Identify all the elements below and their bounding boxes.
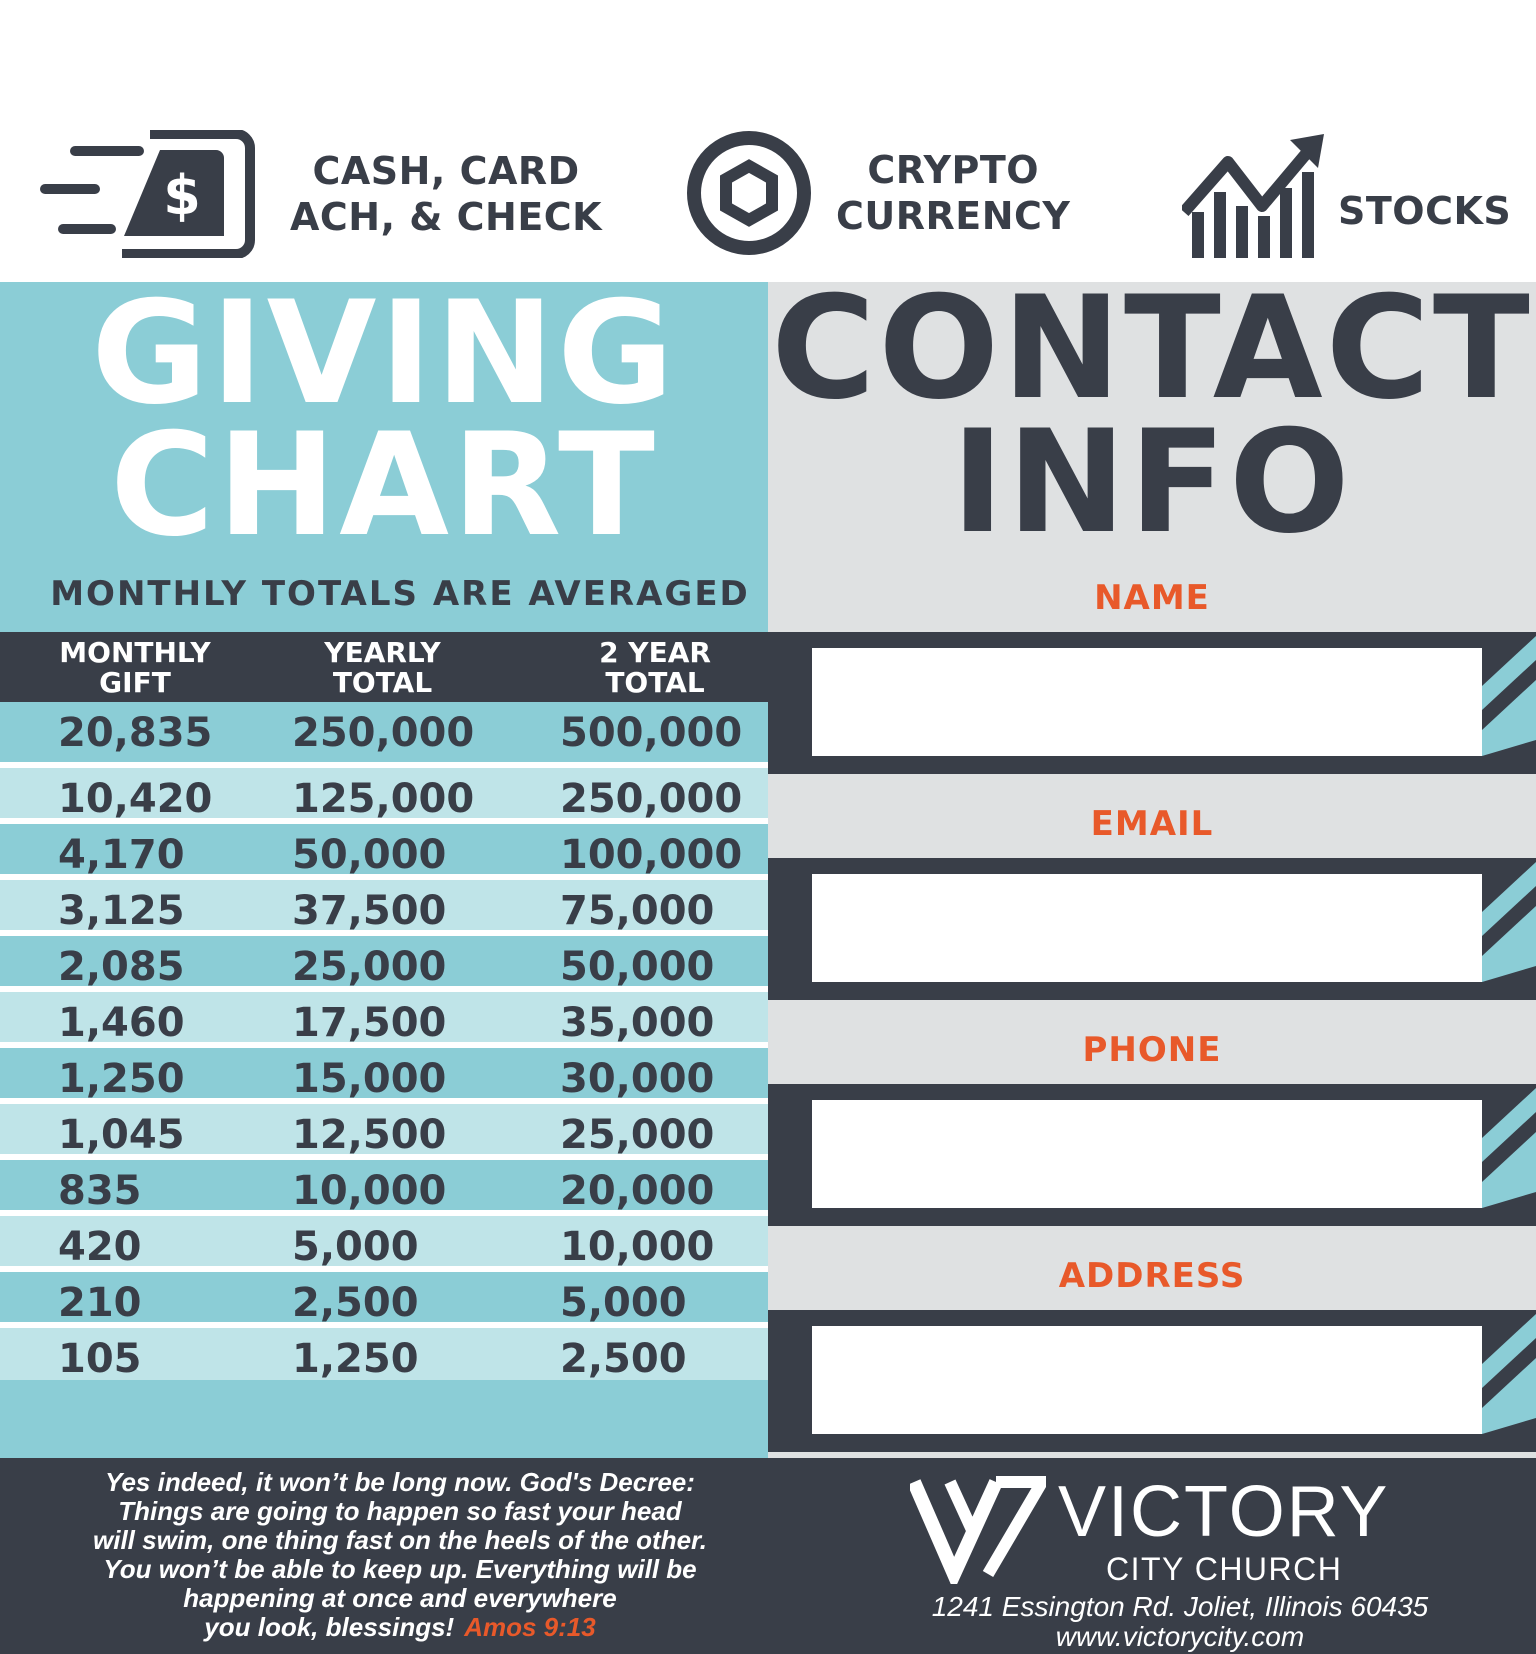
email-input[interactable] bbox=[812, 874, 1482, 982]
table-row: 3,125 37,500 75,000 bbox=[0, 874, 768, 934]
table-row: 2,085 25,000 50,000 bbox=[0, 930, 768, 990]
table-row: 1,460 17,500 35,000 bbox=[0, 986, 768, 1046]
brand-subtitle: CITY CHURCH bbox=[1106, 1551, 1343, 1587]
two-year-total-cell: 20,000 bbox=[560, 1168, 715, 1214]
two-year-total-cell: 25,000 bbox=[560, 1112, 715, 1158]
phone-label: PHONE bbox=[1082, 1030, 1222, 1070]
yearly-total-cell: 250,000 bbox=[292, 710, 475, 756]
scripture-verse: Yes indeed, it won’t be long now. God's … bbox=[93, 1467, 707, 1642]
monthly-gift-cell: 4,170 bbox=[58, 832, 185, 878]
two-year-total-cell: 500,000 bbox=[560, 710, 743, 756]
giving-table-body: 20,835 250,000 500,000 10,420 125,000 250,000… bbox=[0, 702, 768, 1382]
yearly-total-cell: 12,500 bbox=[292, 1112, 447, 1158]
monthly-gift-cell: 1,460 bbox=[58, 1000, 185, 1046]
yearly-total-cell: 37,500 bbox=[292, 888, 447, 934]
two-year-total-cell: 50,000 bbox=[560, 944, 715, 990]
header-monthly-gift: MONTHLY GIFT bbox=[59, 636, 211, 699]
stocks-chart-icon bbox=[1182, 134, 1324, 258]
method-stocks-label: STOCKS bbox=[1338, 189, 1512, 233]
monthly-gift-cell: 1,045 bbox=[58, 1112, 185, 1158]
footer: Yes indeed, it won’t be long now. God's … bbox=[0, 1458, 1536, 1654]
monthly-gift-cell: 1,250 bbox=[58, 1056, 185, 1102]
table-row: 1,250 15,000 30,000 bbox=[0, 1042, 768, 1102]
two-year-total-cell: 5,000 bbox=[560, 1280, 687, 1326]
table-row: 210 2,500 5,000 bbox=[0, 1266, 768, 1326]
contact-info-title: CONTACT INFO bbox=[771, 266, 1533, 565]
svg-text:$: $ bbox=[163, 164, 201, 227]
two-year-total-cell: 250,000 bbox=[560, 776, 743, 822]
street-address: 1241 Essington Rd. Joliet, Illinois 6043… bbox=[931, 1591, 1429, 1622]
stripe-decoration bbox=[1482, 862, 1536, 982]
name-label: NAME bbox=[1094, 578, 1210, 618]
address-label: ADDRESS bbox=[1058, 1256, 1246, 1296]
phone-field-band bbox=[768, 1084, 1536, 1226]
giving-methods: $ CASH, CARD ACH, & CHECK CRYPTO CURRENC… bbox=[0, 0, 1536, 282]
stripe-decoration bbox=[1482, 1314, 1536, 1434]
name-field-band bbox=[768, 632, 1536, 774]
table-row: 4,170 50,000 100,000 bbox=[0, 818, 768, 878]
table-row: 420 5,000 10,000 bbox=[0, 1210, 768, 1270]
email-label: EMAIL bbox=[1090, 804, 1214, 844]
table-row: 1,045 12,500 25,000 bbox=[0, 1098, 768, 1158]
giving-table-header: MONTHLY GIFT YEARLY TOTAL 2 YEAR TOTAL bbox=[0, 632, 768, 702]
verse-reference: Amos 9:13 bbox=[464, 1612, 596, 1642]
monthly-gift-cell: 420 bbox=[58, 1224, 142, 1270]
yearly-total-cell: 50,000 bbox=[292, 832, 447, 878]
monthly-gift-cell: 3,125 bbox=[58, 888, 185, 934]
table-row: 10,420 125,000 250,000 bbox=[0, 762, 768, 822]
stripe-decoration bbox=[1482, 636, 1536, 756]
name-input[interactable] bbox=[812, 648, 1482, 756]
crypto-coin-icon bbox=[687, 131, 811, 255]
address-field-band bbox=[768, 1310, 1536, 1452]
two-year-total-cell: 35,000 bbox=[560, 1000, 715, 1046]
two-year-total-cell: 2,500 bbox=[560, 1336, 687, 1382]
yearly-total-cell: 1,250 bbox=[292, 1336, 419, 1382]
two-year-total-cell: 100,000 bbox=[560, 832, 743, 878]
stripe-decoration bbox=[1482, 1088, 1536, 1208]
yearly-total-cell: 17,500 bbox=[292, 1000, 447, 1046]
monthly-gift-cell: 20,835 bbox=[58, 710, 213, 756]
giving-chart-panel: GIVING CHART MONTHLY TOTALS ARE AVERAGED… bbox=[0, 282, 768, 1458]
header-yearly-total: YEARLY TOTAL bbox=[324, 636, 441, 699]
two-year-total-cell: 30,000 bbox=[560, 1056, 715, 1102]
phone-input[interactable] bbox=[812, 1100, 1482, 1208]
monthly-gift-cell: 105 bbox=[58, 1336, 142, 1382]
method-cash-label: CASH, CARD ACH, & CHECK bbox=[290, 149, 603, 239]
monthly-gift-cell: 2,085 bbox=[58, 944, 185, 990]
contact-info-panel: CONTACT INFO NAME EMAIL PHONE ADDRESS bbox=[768, 266, 1536, 1458]
yearly-total-cell: 25,000 bbox=[292, 944, 447, 990]
yearly-total-cell: 10,000 bbox=[292, 1168, 447, 1214]
two-year-total-cell: 10,000 bbox=[560, 1224, 715, 1270]
brand-name: VICTORY bbox=[1058, 1472, 1390, 1552]
website-link[interactable]: www.victorycity.com bbox=[1055, 1621, 1305, 1652]
monthly-gift-cell: 10,420 bbox=[58, 776, 213, 822]
yearly-total-cell: 5,000 bbox=[292, 1224, 419, 1270]
yearly-total-cell: 15,000 bbox=[292, 1056, 447, 1102]
table-row: 105 1,250 2,500 bbox=[0, 1322, 768, 1382]
method-crypto-label: CRYPTO CURRENCY bbox=[836, 148, 1071, 238]
monthly-gift-cell: 835 bbox=[58, 1168, 142, 1214]
giving-chart-subtitle: MONTHLY TOTALS ARE AVERAGED bbox=[50, 574, 750, 614]
header-two-year-total: 2 YEAR TOTAL bbox=[599, 636, 711, 699]
address-input[interactable] bbox=[812, 1326, 1482, 1434]
email-field-band bbox=[768, 858, 1536, 1000]
method-stocks: STOCKS bbox=[1182, 132, 1511, 260]
method-cash: $ CASH, CARD ACH, & CHECK bbox=[40, 130, 602, 258]
monthly-gift-cell: 210 bbox=[58, 1280, 142, 1326]
method-crypto: CRYPTO CURRENCY bbox=[686, 130, 1070, 256]
table-row: 835 10,000 20,000 bbox=[0, 1154, 768, 1214]
table-row: 20,835 250,000 500,000 bbox=[0, 702, 768, 762]
two-year-total-cell: 75,000 bbox=[560, 888, 715, 934]
cash-icon: $ bbox=[40, 130, 255, 258]
giving-chart-title: GIVING CHART bbox=[91, 271, 677, 568]
yearly-total-cell: 2,500 bbox=[292, 1280, 419, 1326]
victory-logo-icon bbox=[910, 1476, 1046, 1584]
church-address: 1241 Essington Rd. Joliet, Illinois 6043… bbox=[880, 1592, 1480, 1652]
yearly-total-cell: 125,000 bbox=[292, 776, 475, 822]
